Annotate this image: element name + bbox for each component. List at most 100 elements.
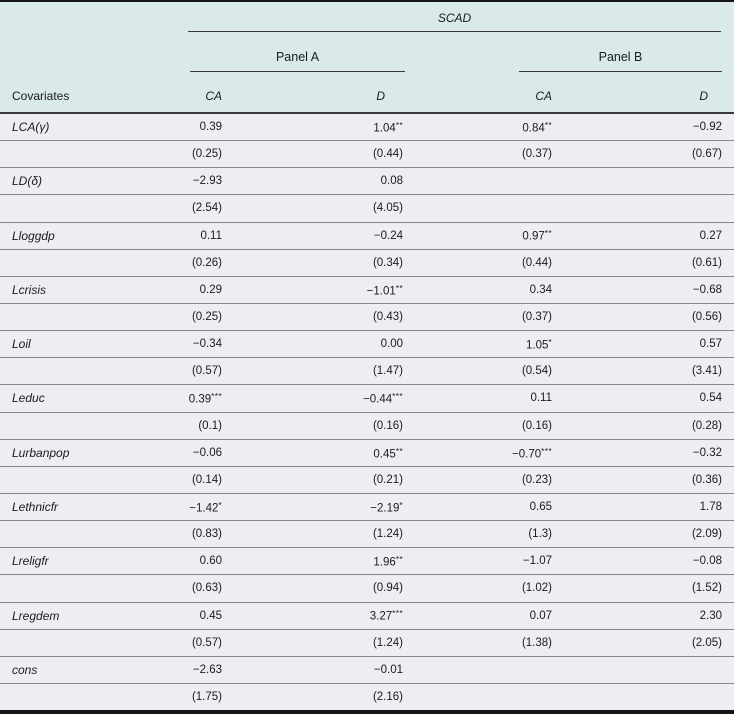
std-error-cell: (0.61) (691, 256, 722, 269)
std-error-cell: (2.54) (191, 202, 222, 215)
significance-stars: ** (395, 445, 403, 456)
coefficient-cell: −0.32 (692, 446, 722, 459)
std-error-row: (0.83) (1.24) (1.3) (2.09) (0, 521, 734, 549)
std-error-cell: (0.1) (198, 419, 222, 432)
coefficient-cell: 0.39 (199, 121, 222, 134)
panel-b-d-column-header: D (699, 89, 708, 103)
coefficient-cell: 1.78 (699, 501, 722, 514)
coefficient-cell: −2.63 (192, 663, 222, 676)
std-error-cell: (0.25) (191, 311, 222, 324)
coefficient-cell: 0.57 (699, 338, 722, 351)
std-error-cell: (0.25) (191, 148, 222, 161)
std-error-cell: (1.38) (521, 636, 552, 649)
std-error-cell: (0.23) (521, 473, 552, 486)
panel-a-ca-column-header: CA (205, 89, 222, 103)
std-error-cell: (3.41) (691, 365, 722, 378)
coefficient-row: LCA(γ) 0.39 1.04** 0.84** −0.92 (0, 114, 734, 142)
std-error-cell: (0.83) (191, 528, 222, 541)
std-error-cell: (1.47) (372, 365, 403, 378)
coefficient-cell: 0.60 (199, 555, 222, 568)
std-error-cell: (1.24) (372, 528, 403, 541)
std-error-cell: (2.05) (691, 636, 722, 649)
significance-stars: * (548, 336, 552, 347)
covariate-label: LD(δ) (12, 174, 42, 189)
coefficient-cell: −2.19* (370, 499, 403, 515)
coefficient-cell: 0.27 (699, 229, 722, 242)
significance-stars: ** (395, 554, 403, 565)
panel-a-label: Panel A (275, 50, 320, 64)
covariate-label: LCA(γ) (12, 120, 50, 135)
coefficient-cell: −1.07 (522, 555, 552, 568)
covariate-label: Lloggdp (12, 228, 55, 243)
coefficient-cell: 1.05* (526, 336, 552, 352)
model-header: SCAD (188, 2, 721, 32)
panel-a-header: Panel A (190, 32, 405, 72)
coefficient-cell: 0.54 (699, 392, 722, 405)
covariate-label: Lurbanpop (12, 445, 70, 460)
significance-stars: *** (392, 608, 403, 619)
std-error-row: (0.1) (0.16) (0.16) (0.28) (0, 413, 734, 440)
covariates-column-header: Covariates (12, 89, 70, 103)
coefficient-row: Loil −0.34 0.00 1.05* 0.57 (0, 331, 734, 359)
coefficient-cell: 0.08 (380, 175, 403, 188)
significance-stars: *** (211, 391, 222, 402)
std-error-row: (0.25) (0.43) (0.37) (0.56) (0, 304, 734, 332)
coefficient-cell: 0.39*** (188, 391, 222, 406)
std-error-cell: (4.05) (372, 202, 403, 215)
significance-stars: ** (544, 119, 552, 130)
std-error-cell: (0.36) (691, 473, 722, 486)
coefficient-row: Leduc 0.39*** −0.44*** 0.11 0.54 (0, 385, 734, 413)
coefficient-cell: 0.11 (530, 392, 552, 405)
coefficient-cell: 0.29 (199, 283, 222, 296)
std-error-cell: (0.26) (191, 256, 222, 269)
std-error-cell: (0.21) (372, 473, 403, 486)
std-error-row: (0.57) (1.47) (0.54) (3.41) (0, 358, 734, 386)
std-error-cell: (2.16) (372, 691, 403, 704)
coefficient-cell: −1.42* (189, 499, 222, 515)
std-error-cell: (0.44) (372, 148, 403, 161)
coefficient-cell: 0.34 (529, 283, 552, 296)
coefficient-cell: 2.30 (699, 609, 722, 622)
std-error-row: (1.75) (2.16) (0, 684, 734, 710)
coefficient-cell: −0.08 (692, 555, 722, 568)
panel-a-d-column-header: D (376, 89, 385, 103)
coefficient-row: cons −2.63 −0.01 (0, 657, 734, 684)
std-error-cell: (0.94) (372, 582, 403, 595)
std-error-cell: (0.67) (691, 148, 722, 161)
std-error-cell: (0.57) (191, 636, 222, 649)
coefficient-cell: −1.01** (366, 282, 403, 298)
model-header-row: SCAD (0, 2, 734, 32)
std-error-row: (0.63) (0.94) (1.02) (1.52) (0, 575, 734, 603)
coefficient-cell: 0.45 (199, 609, 222, 622)
std-error-cell: (0.63) (191, 582, 222, 595)
significance-stars: ** (544, 228, 552, 239)
std-error-cell: (1.24) (372, 636, 403, 649)
std-error-cell: (1.52) (691, 582, 722, 595)
covariate-label: Lregdem (12, 608, 60, 623)
std-error-row: (0.14) (0.21) (0.23) (0.36) (0, 467, 734, 494)
std-error-cell: (0.56) (691, 311, 722, 324)
model-header-label: SCAD (437, 11, 472, 25)
significance-stars: *** (541, 445, 552, 456)
panel-b-ca-column-header: CA (535, 89, 552, 103)
coefficient-cell: −0.92 (692, 121, 722, 134)
std-error-cell: (0.28) (691, 419, 722, 432)
coefficient-row: Lethnicfr −1.42* −2.19* 0.65 1.78 (0, 494, 734, 522)
coefficient-cell: −0.44*** (363, 391, 403, 406)
coefficient-cell: 3.27*** (369, 608, 403, 623)
coefficient-row: Lloggdp 0.11 −0.24 0.97** 0.27 (0, 223, 734, 250)
std-error-cell: (1.75) (191, 691, 222, 704)
coefficient-cell: 0.45** (373, 445, 403, 461)
covariate-label: Loil (12, 337, 31, 352)
std-error-row: (0.26) (0.34) (0.44) (0.61) (0, 250, 734, 277)
std-error-cell: (1.02) (521, 582, 552, 595)
std-error-cell: (0.16) (521, 419, 552, 432)
std-error-cell: (0.54) (521, 365, 552, 378)
coefficient-cell: −0.01 (373, 663, 403, 676)
significance-stars: * (399, 499, 403, 510)
coefficient-cell: −0.24 (373, 229, 403, 242)
coefficient-row: Lcrisis 0.29 −1.01** 0.34 −0.68 (0, 277, 734, 304)
coefficient-cell: 0.11 (200, 229, 222, 242)
coefficient-cell: −0.34 (192, 338, 222, 351)
